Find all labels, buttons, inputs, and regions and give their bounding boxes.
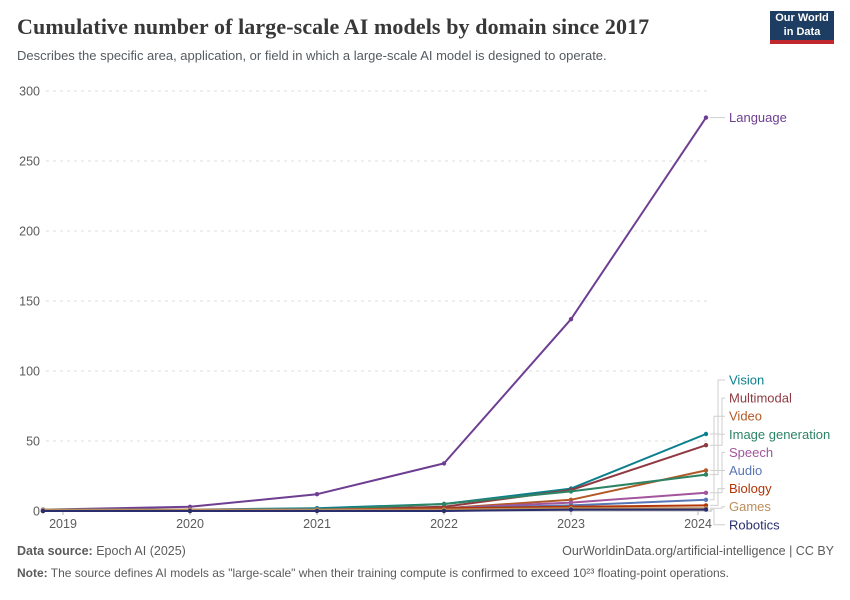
leader-line-video xyxy=(710,415,725,471)
data-point-robotics-2020[interactable] xyxy=(187,508,193,514)
series-line-multimodal[interactable] xyxy=(42,444,707,512)
series-label-games[interactable]: Games xyxy=(729,499,771,514)
y-axis-tick-label: 200 xyxy=(19,225,40,239)
owid-citation-link[interactable]: OurWorldinData.org/artificial-intelligen… xyxy=(562,544,834,558)
leader-line-vision xyxy=(710,379,725,435)
y-axis-tick-label: 250 xyxy=(19,155,40,169)
footer-note: Note: The source defines AI models as "l… xyxy=(17,566,834,580)
page-title: Cumulative number of large-scale AI mode… xyxy=(17,14,650,39)
x-axis-tick-label: 2019 xyxy=(49,517,77,531)
leader-line-multimodal xyxy=(710,397,725,446)
leader-line-biology xyxy=(710,488,725,506)
data-point-image-generation-2023[interactable] xyxy=(568,489,574,494)
x-axis-tick-label: 2023 xyxy=(557,517,585,531)
data-point-robotics-2022[interactable] xyxy=(441,508,447,514)
series-line-vision[interactable] xyxy=(42,433,707,511)
data-point-robotics-2021[interactable] xyxy=(314,508,320,514)
line-chart[interactable]: 0 50 100 150 200 250 300 2019 2020 2021 2022 2023 20… xyxy=(0,0,850,545)
data-point-robotics-2019[interactable] xyxy=(40,508,46,514)
series-label-multimodal[interactable]: Multimodal xyxy=(729,391,792,406)
series-line-language[interactable] xyxy=(42,116,707,511)
data-point-multimodal-2024[interactable] xyxy=(703,443,709,448)
data-point-speech-2024[interactable] xyxy=(703,490,709,495)
data-point-language-2023[interactable] xyxy=(568,317,574,322)
series-label-biology[interactable]: Biology xyxy=(729,481,772,496)
data-point-video-2024[interactable] xyxy=(703,468,709,473)
series-label-audio[interactable]: Audio xyxy=(729,463,762,478)
series-label-speech[interactable]: Speech xyxy=(729,445,773,460)
data-point-image-generation-2022[interactable] xyxy=(441,501,447,507)
data-point-image-generation-2024[interactable] xyxy=(703,472,709,477)
y-axis-tick-label: 0 xyxy=(33,505,40,519)
x-axis-tick-label: 2021 xyxy=(303,517,331,531)
leader-line-games xyxy=(710,506,725,509)
chart-header: Cumulative number of large-scale AI mode… xyxy=(17,14,762,63)
data-point-robotics-2023[interactable] xyxy=(568,507,574,512)
data-point-audio-2024[interactable] xyxy=(703,497,709,502)
y-axis-tick-label: 150 xyxy=(19,295,40,309)
owid-logo[interactable]: Our World in Data xyxy=(770,11,834,44)
data-point-vision-2024[interactable] xyxy=(703,431,709,437)
series-line-games[interactable] xyxy=(42,507,707,511)
series-line-robotics[interactable] xyxy=(42,508,707,512)
leader-line-image-generation xyxy=(710,433,725,476)
series-label-image-generation[interactable]: Image generation xyxy=(729,427,830,442)
x-axis-tick-label: 2020 xyxy=(176,517,204,531)
leader-line-robotics xyxy=(710,509,725,526)
series-label-video[interactable]: Video xyxy=(729,409,762,424)
footer-note-label: Note: xyxy=(17,566,48,580)
data-source-value: Epoch AI (2025) xyxy=(92,544,186,558)
data-point-language-2021[interactable] xyxy=(314,492,320,497)
data-source-label: Data source: xyxy=(17,544,93,558)
leader-line-audio xyxy=(710,470,725,501)
y-axis-tick-label: 50 xyxy=(26,435,40,449)
series-label-robotics[interactable]: Robotics xyxy=(729,517,780,532)
owid-logo-line2: in Data xyxy=(783,25,821,38)
series-label-vision[interactable]: Vision xyxy=(729,373,764,388)
y-axis-tick-label: 100 xyxy=(19,365,40,379)
data-point-robotics-2024[interactable] xyxy=(703,507,709,512)
y-axis-tick-label: 300 xyxy=(19,85,40,99)
leader-line-speech xyxy=(710,451,725,494)
x-axis-tick-label: 2022 xyxy=(430,517,458,531)
page-subtitle: Describes the specific area, application… xyxy=(17,48,607,63)
owid-logo-line1: Our World xyxy=(775,12,829,25)
data-point-language-2022[interactable] xyxy=(441,461,447,466)
data-source-line: Data source: Epoch AI (2025) xyxy=(17,544,186,558)
footer-note-text: The source defines AI models as "large-s… xyxy=(47,566,729,580)
data-point-language-2024[interactable] xyxy=(703,115,709,120)
series-label-language[interactable]: Language xyxy=(729,110,787,125)
chart-footer: Data source: Epoch AI (2025) OurWorldinD… xyxy=(17,544,834,580)
x-axis-tick-label: 2024 xyxy=(684,517,712,531)
